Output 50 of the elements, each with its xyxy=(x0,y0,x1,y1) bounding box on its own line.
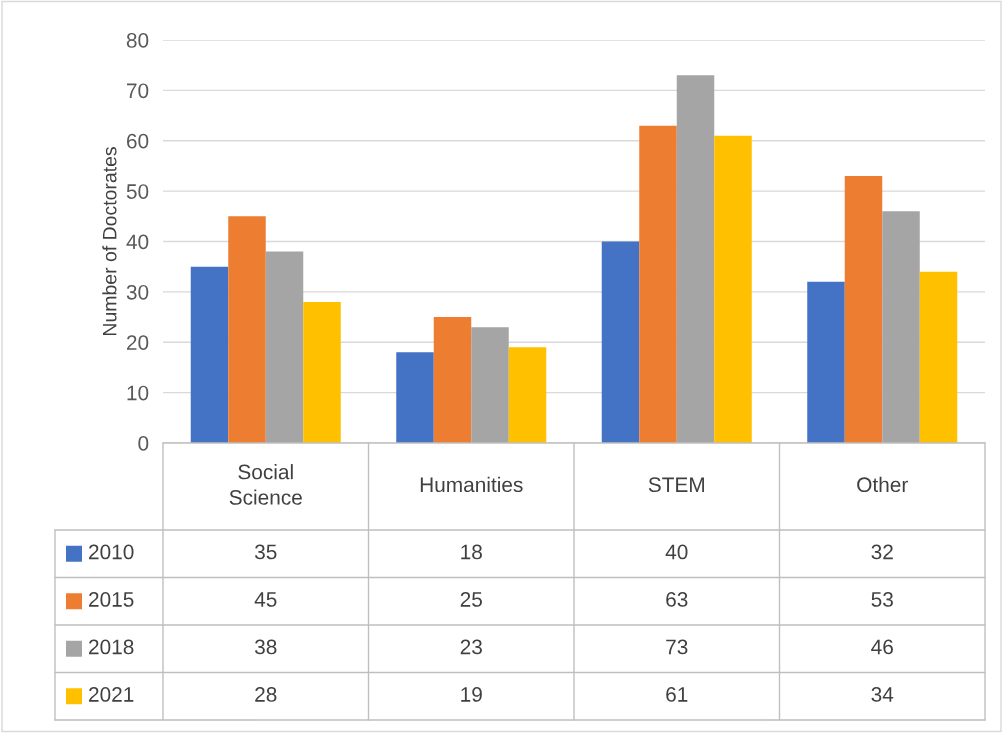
bar xyxy=(844,176,883,443)
data-label: 23 xyxy=(460,639,482,655)
data-label: 63 xyxy=(666,592,688,607)
y-tick-label: 10 xyxy=(127,385,149,401)
data-label: 32 xyxy=(871,544,893,560)
x-tick-label: Social Science xyxy=(229,464,302,505)
data-label: 46 xyxy=(871,639,893,655)
bar xyxy=(433,317,472,443)
bar xyxy=(396,352,434,443)
bar xyxy=(471,327,509,443)
x-tick-label: STEM xyxy=(648,477,704,493)
bar xyxy=(228,216,266,443)
legend-label: 2021 xyxy=(89,687,134,702)
y-tick-label: 60 xyxy=(127,133,149,149)
y-tick-label: 50 xyxy=(126,184,149,199)
data-label: 35 xyxy=(254,544,277,560)
data-label: 18 xyxy=(461,544,482,560)
bar xyxy=(882,211,920,443)
bar xyxy=(190,266,229,443)
legend-label: 2015 xyxy=(89,592,134,607)
legend-label: 2018 xyxy=(89,639,134,655)
data-label: 19 xyxy=(461,687,482,702)
x-tick-label: Humanities xyxy=(420,476,523,493)
bar xyxy=(919,271,958,443)
bar xyxy=(676,75,715,443)
y-tick-label: 40 xyxy=(126,234,149,250)
y-axis-title: Number of Doctorates xyxy=(102,147,117,335)
data-label: 40 xyxy=(665,544,688,560)
x-tick-label: Other xyxy=(857,476,908,493)
bar xyxy=(639,125,677,443)
legend-label: 2010 xyxy=(89,544,134,560)
y-tick-label: 70 xyxy=(127,83,149,99)
data-label: 61 xyxy=(666,687,688,702)
data-label: 25 xyxy=(460,592,482,607)
bar xyxy=(714,135,752,443)
bar xyxy=(807,281,845,443)
bar xyxy=(601,241,640,443)
y-tick-label: 0 xyxy=(138,436,149,451)
bar xyxy=(265,251,304,443)
y-tick-label: 30 xyxy=(126,284,149,300)
data-label: 28 xyxy=(255,687,277,702)
y-tick-label: 80 xyxy=(126,33,149,48)
y-tick-label: 20 xyxy=(126,335,149,350)
data-label: 38 xyxy=(254,639,277,655)
bar xyxy=(303,301,341,443)
data-label: 34 xyxy=(871,687,894,702)
data-label: 73 xyxy=(666,639,688,655)
data-label: 45 xyxy=(254,592,277,607)
bar xyxy=(508,347,547,443)
data-label: 53 xyxy=(871,592,893,607)
